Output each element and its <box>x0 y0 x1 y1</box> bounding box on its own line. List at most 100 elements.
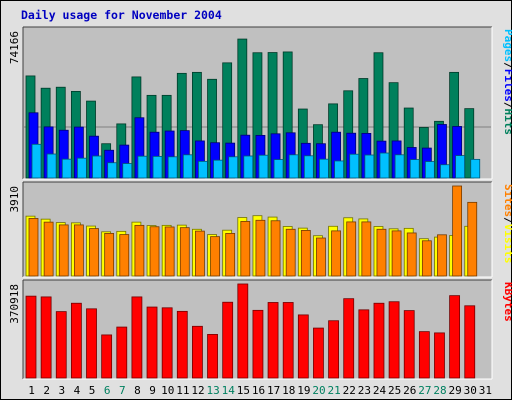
bar-pages-day-15 <box>243 155 254 179</box>
bar-pages-day-8 <box>137 155 148 179</box>
bar-pages-day-7 <box>122 163 133 179</box>
bar-sites-day-25 <box>391 230 402 277</box>
bar-pages-day-21 <box>334 160 344 179</box>
x-tick-label: 25 <box>388 384 401 397</box>
x-tick-label: 27 <box>418 384 431 397</box>
bar-sites-day-6 <box>104 233 115 277</box>
x-tick-label: 10 <box>161 384 174 397</box>
bar-kbytes-day-1 <box>25 295 37 379</box>
bar-kbytes-day-26 <box>403 310 415 379</box>
bar-sites-day-27 <box>421 240 432 277</box>
bar-pages-day-9 <box>152 155 163 179</box>
bar-kbytes-day-29 <box>449 295 461 379</box>
x-tick-label: 18 <box>282 384 295 397</box>
x-tick-label: 9 <box>149 384 156 397</box>
x-tick-label: 30 <box>464 384 477 397</box>
bar-sites-day-19 <box>300 230 311 277</box>
x-tick-label: 6 <box>104 384 111 397</box>
bar-sites-day-23 <box>361 221 372 277</box>
bar-pages-day-6 <box>107 162 118 179</box>
bar-sites-day-17 <box>270 220 281 277</box>
legend-entry: / <box>502 102 512 109</box>
bar-sites-day-2 <box>43 221 54 277</box>
bar-pages-day-29 <box>455 155 466 179</box>
bar-pages-day-27 <box>424 161 435 179</box>
bar-pages-day-2 <box>46 153 57 179</box>
bar-pages-day-18 <box>288 154 299 179</box>
x-tick-label: 11 <box>176 384 189 397</box>
x-tick-label: 22 <box>343 384 356 397</box>
x-tick-label: 12 <box>191 384 204 397</box>
bar-kbytes-day-27 <box>418 331 430 379</box>
legend-entry: Sites <box>502 184 512 217</box>
legend-entry: Files <box>502 69 512 102</box>
x-tick-label: 1 <box>28 384 35 397</box>
bar-sites-day-13 <box>210 236 220 277</box>
x-tick-label: 2 <box>43 384 50 397</box>
legend-entry: Visits <box>502 224 512 264</box>
bar-pages-day-25 <box>394 154 405 179</box>
bar-kbytes-day-11 <box>176 310 188 379</box>
legend-entry: / <box>502 217 512 224</box>
x-tick-label: 16 <box>252 384 265 397</box>
x-tick-label: 15 <box>237 384 250 397</box>
bar-pages-day-11 <box>182 154 193 179</box>
y-axis-max-label: 74166 <box>8 31 21 64</box>
legend: Pages/Files/Hits <box>502 29 512 135</box>
bar-sites-day-1 <box>28 218 39 277</box>
legend-entry: Hits <box>502 109 512 136</box>
bar-kbytes-day-22 <box>343 298 355 379</box>
legend-entry: KBytes <box>502 282 512 322</box>
bar-kbytes-day-19 <box>297 314 309 379</box>
bar-sites-day-21 <box>331 230 341 277</box>
bar-pages-day-5 <box>92 155 102 179</box>
bar-sites-day-29 <box>452 185 463 277</box>
bar-pages-day-28 <box>440 164 450 179</box>
bar-kbytes-day-4 <box>70 302 82 379</box>
bar-kbytes-day-6 <box>101 334 113 379</box>
bar-kbytes-day-25 <box>388 301 400 379</box>
bar-kbytes-day-3 <box>55 311 67 379</box>
x-tick-label: 23 <box>358 384 371 397</box>
bar-kbytes-day-7 <box>116 326 128 379</box>
bar-sites-day-18 <box>285 228 296 277</box>
x-tick-label: 28 <box>433 384 446 397</box>
bar-sites-day-20 <box>316 237 326 277</box>
bar-sites-day-14 <box>225 233 236 277</box>
bar-pages-day-17 <box>273 159 284 179</box>
x-tick-label: 26 <box>403 384 416 397</box>
x-tick-label: 14 <box>222 384 236 397</box>
bar-sites-day-4 <box>73 224 84 277</box>
legend: Sites/Visits <box>502 184 512 264</box>
bar-kbytes-day-2 <box>40 296 52 379</box>
y-axis-max-label: 3910 <box>8 186 21 213</box>
bar-sites-day-30 <box>467 201 478 277</box>
bar-kbytes-day-23 <box>358 309 370 379</box>
kbytes-panel: 370918 KBytes <box>8 279 512 380</box>
bar-sites-day-15 <box>240 221 251 277</box>
bar-kbytes-day-24 <box>373 302 385 379</box>
bar-kbytes-day-15 <box>237 283 249 379</box>
bar-sites-day-22 <box>346 221 357 277</box>
x-tick-label: 17 <box>267 384 280 397</box>
bar-pages-day-24 <box>379 152 390 179</box>
bar-pages-day-19 <box>303 155 314 179</box>
x-tick-label: 21 <box>328 384 341 397</box>
bar-kbytes-day-21 <box>328 320 339 379</box>
bar-pages-day-12 <box>198 160 208 179</box>
bar-pages-day-13 <box>213 159 223 179</box>
legend-entry: Pages <box>502 29 512 62</box>
bar-kbytes-day-12 <box>192 325 203 379</box>
bar-pages-day-22 <box>349 153 360 179</box>
bar-hits-day-30 <box>464 108 475 179</box>
bar-kbytes-day-10 <box>161 307 173 379</box>
bar-sites-day-24 <box>376 228 387 277</box>
bar-sites-day-10 <box>164 226 175 277</box>
bar-sites-day-26 <box>406 232 417 277</box>
bar-kbytes-day-17 <box>267 302 279 379</box>
bar-sites-day-7 <box>119 234 130 277</box>
x-tick-label: 20 <box>312 384 325 397</box>
x-tick-label: 8 <box>134 384 141 397</box>
